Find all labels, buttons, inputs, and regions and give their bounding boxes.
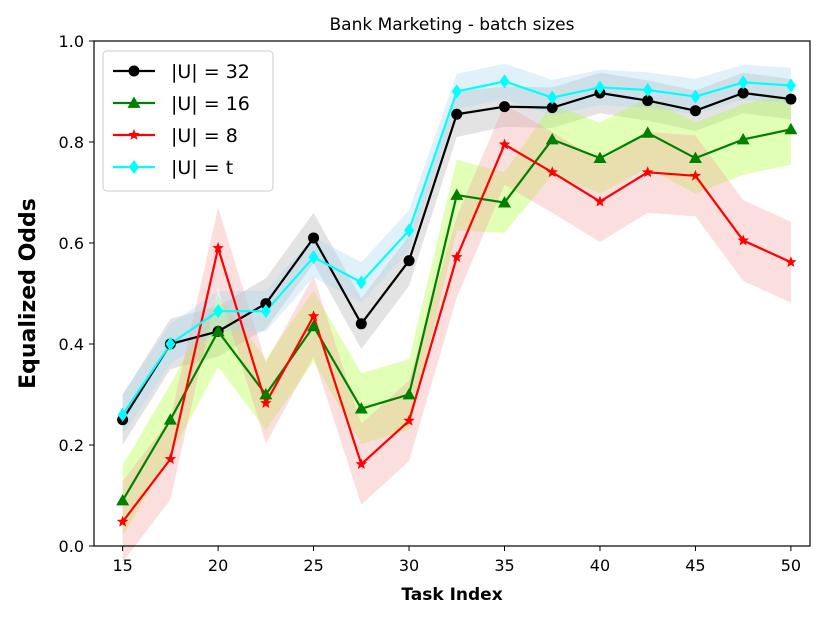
point-u-t bbox=[499, 74, 510, 89]
x-axis-ticks: 15 20 25 30 35 40 45 50 bbox=[112, 546, 801, 575]
point-u-32 bbox=[499, 101, 511, 113]
y-tick-label: 0.8 bbox=[59, 133, 84, 152]
legend-item-u-16: |U| = 16 bbox=[113, 93, 250, 115]
x-tick-label: 35 bbox=[494, 556, 514, 575]
point-u-8 bbox=[451, 251, 463, 262]
y-axis-label: Equalized Odds bbox=[16, 198, 41, 389]
point-u-32 bbox=[451, 108, 463, 120]
point-u-32 bbox=[642, 95, 654, 107]
legend-label: |U| = 8 bbox=[171, 125, 238, 147]
chart-title: Bank Marketing - batch sizes bbox=[330, 15, 575, 35]
legend-label: |U| = t bbox=[171, 157, 233, 179]
point-u-32 bbox=[689, 105, 701, 117]
x-tick-label: 45 bbox=[685, 556, 705, 575]
point-u-32 bbox=[260, 298, 272, 310]
x-tick-label: 50 bbox=[781, 556, 801, 575]
point-u-16 bbox=[211, 324, 225, 337]
point-u-t bbox=[738, 75, 749, 90]
point-u-t bbox=[165, 337, 176, 351]
point-u-t bbox=[308, 250, 319, 265]
point-u-8 bbox=[737, 234, 749, 246]
point-u-8 bbox=[355, 458, 368, 470]
point-u-16 bbox=[736, 132, 750, 145]
point-u-t bbox=[117, 407, 128, 422]
point-u-8 bbox=[785, 256, 797, 268]
point-u-16 bbox=[259, 388, 273, 400]
point-u-32 bbox=[785, 93, 797, 105]
x-tick-label: 15 bbox=[112, 556, 132, 575]
y-tick-label: 0.2 bbox=[59, 436, 84, 455]
point-u-16 bbox=[688, 151, 702, 164]
point-u-16 bbox=[545, 132, 559, 145]
point-u-t bbox=[594, 80, 605, 95]
point-u-8 bbox=[307, 310, 320, 322]
y-tick-label: 0.6 bbox=[59, 234, 84, 253]
point-u-8 bbox=[642, 166, 654, 178]
point-u-16 bbox=[354, 402, 368, 414]
point-u-t bbox=[547, 90, 558, 105]
legend-box bbox=[102, 50, 274, 192]
point-u-t bbox=[642, 82, 653, 97]
point-u-16 bbox=[450, 188, 464, 200]
point-u-8 bbox=[594, 195, 606, 207]
point-u-t bbox=[404, 223, 415, 238]
point-u-t bbox=[690, 89, 701, 104]
point-u-8 bbox=[116, 515, 129, 527]
point-u-t bbox=[451, 84, 462, 99]
band-u-16 bbox=[122, 94, 791, 536]
series-markers bbox=[116, 74, 798, 527]
point-u-t bbox=[260, 304, 271, 319]
point-u-16 bbox=[163, 413, 177, 425]
y-axis-ticks: 0.0 0.2 0.4 0.6 0.8 1.0 bbox=[59, 32, 94, 556]
point-u-t bbox=[356, 275, 367, 290]
legend-label: |U| = 16 bbox=[171, 93, 250, 115]
point-u-8 bbox=[403, 414, 415, 426]
point-u-t bbox=[785, 78, 796, 93]
legend-item-u-32: |U| = 32 bbox=[113, 61, 250, 83]
point-u-t bbox=[213, 304, 224, 319]
point-u-16 bbox=[402, 388, 416, 400]
point-u-8 bbox=[164, 453, 177, 464]
point-u-8 bbox=[260, 397, 272, 408]
point-u-32 bbox=[355, 318, 367, 330]
legend-label: |U| = 32 bbox=[171, 61, 250, 83]
band-u-32 bbox=[122, 72, 791, 445]
legend-swatch-marker bbox=[128, 65, 140, 77]
point-u-32 bbox=[403, 255, 415, 267]
point-u-8 bbox=[689, 169, 702, 181]
plot-area-frame bbox=[93, 40, 811, 547]
point-u-16 bbox=[116, 494, 130, 506]
x-tick-label: 30 bbox=[399, 556, 419, 575]
point-u-32 bbox=[308, 232, 320, 244]
point-u-16 bbox=[498, 196, 512, 208]
legend-swatch-marker bbox=[128, 129, 140, 140]
point-u-16 bbox=[641, 126, 655, 138]
legend-item-u-t: |U| = t bbox=[113, 157, 233, 179]
x-tick-label: 25 bbox=[303, 556, 323, 575]
y-tick-label: 1.0 bbox=[59, 32, 84, 51]
point-u-16 bbox=[784, 122, 798, 135]
x-tick-label: 20 bbox=[208, 556, 228, 575]
band-u-8 bbox=[122, 104, 791, 563]
legend: |U| = 32 |U| = 16 |U| = 8 |U| = t bbox=[102, 50, 274, 192]
point-u-8 bbox=[498, 138, 511, 150]
point-u-32 bbox=[546, 102, 558, 114]
y-tick-label: 0.4 bbox=[59, 335, 84, 354]
y-tick-label: 0.0 bbox=[59, 537, 84, 556]
x-axis-label: Task Index bbox=[401, 585, 502, 605]
point-u-16 bbox=[307, 319, 321, 332]
x-tick-label: 40 bbox=[590, 556, 610, 575]
point-u-16 bbox=[593, 151, 607, 164]
legend-item-u-8: |U| = 8 bbox=[113, 125, 238, 147]
legend-swatch-marker bbox=[129, 160, 139, 174]
point-u-8 bbox=[546, 166, 558, 178]
point-u-8 bbox=[212, 242, 224, 253]
point-u-32 bbox=[737, 87, 749, 99]
legend-swatch-marker bbox=[127, 96, 141, 108]
